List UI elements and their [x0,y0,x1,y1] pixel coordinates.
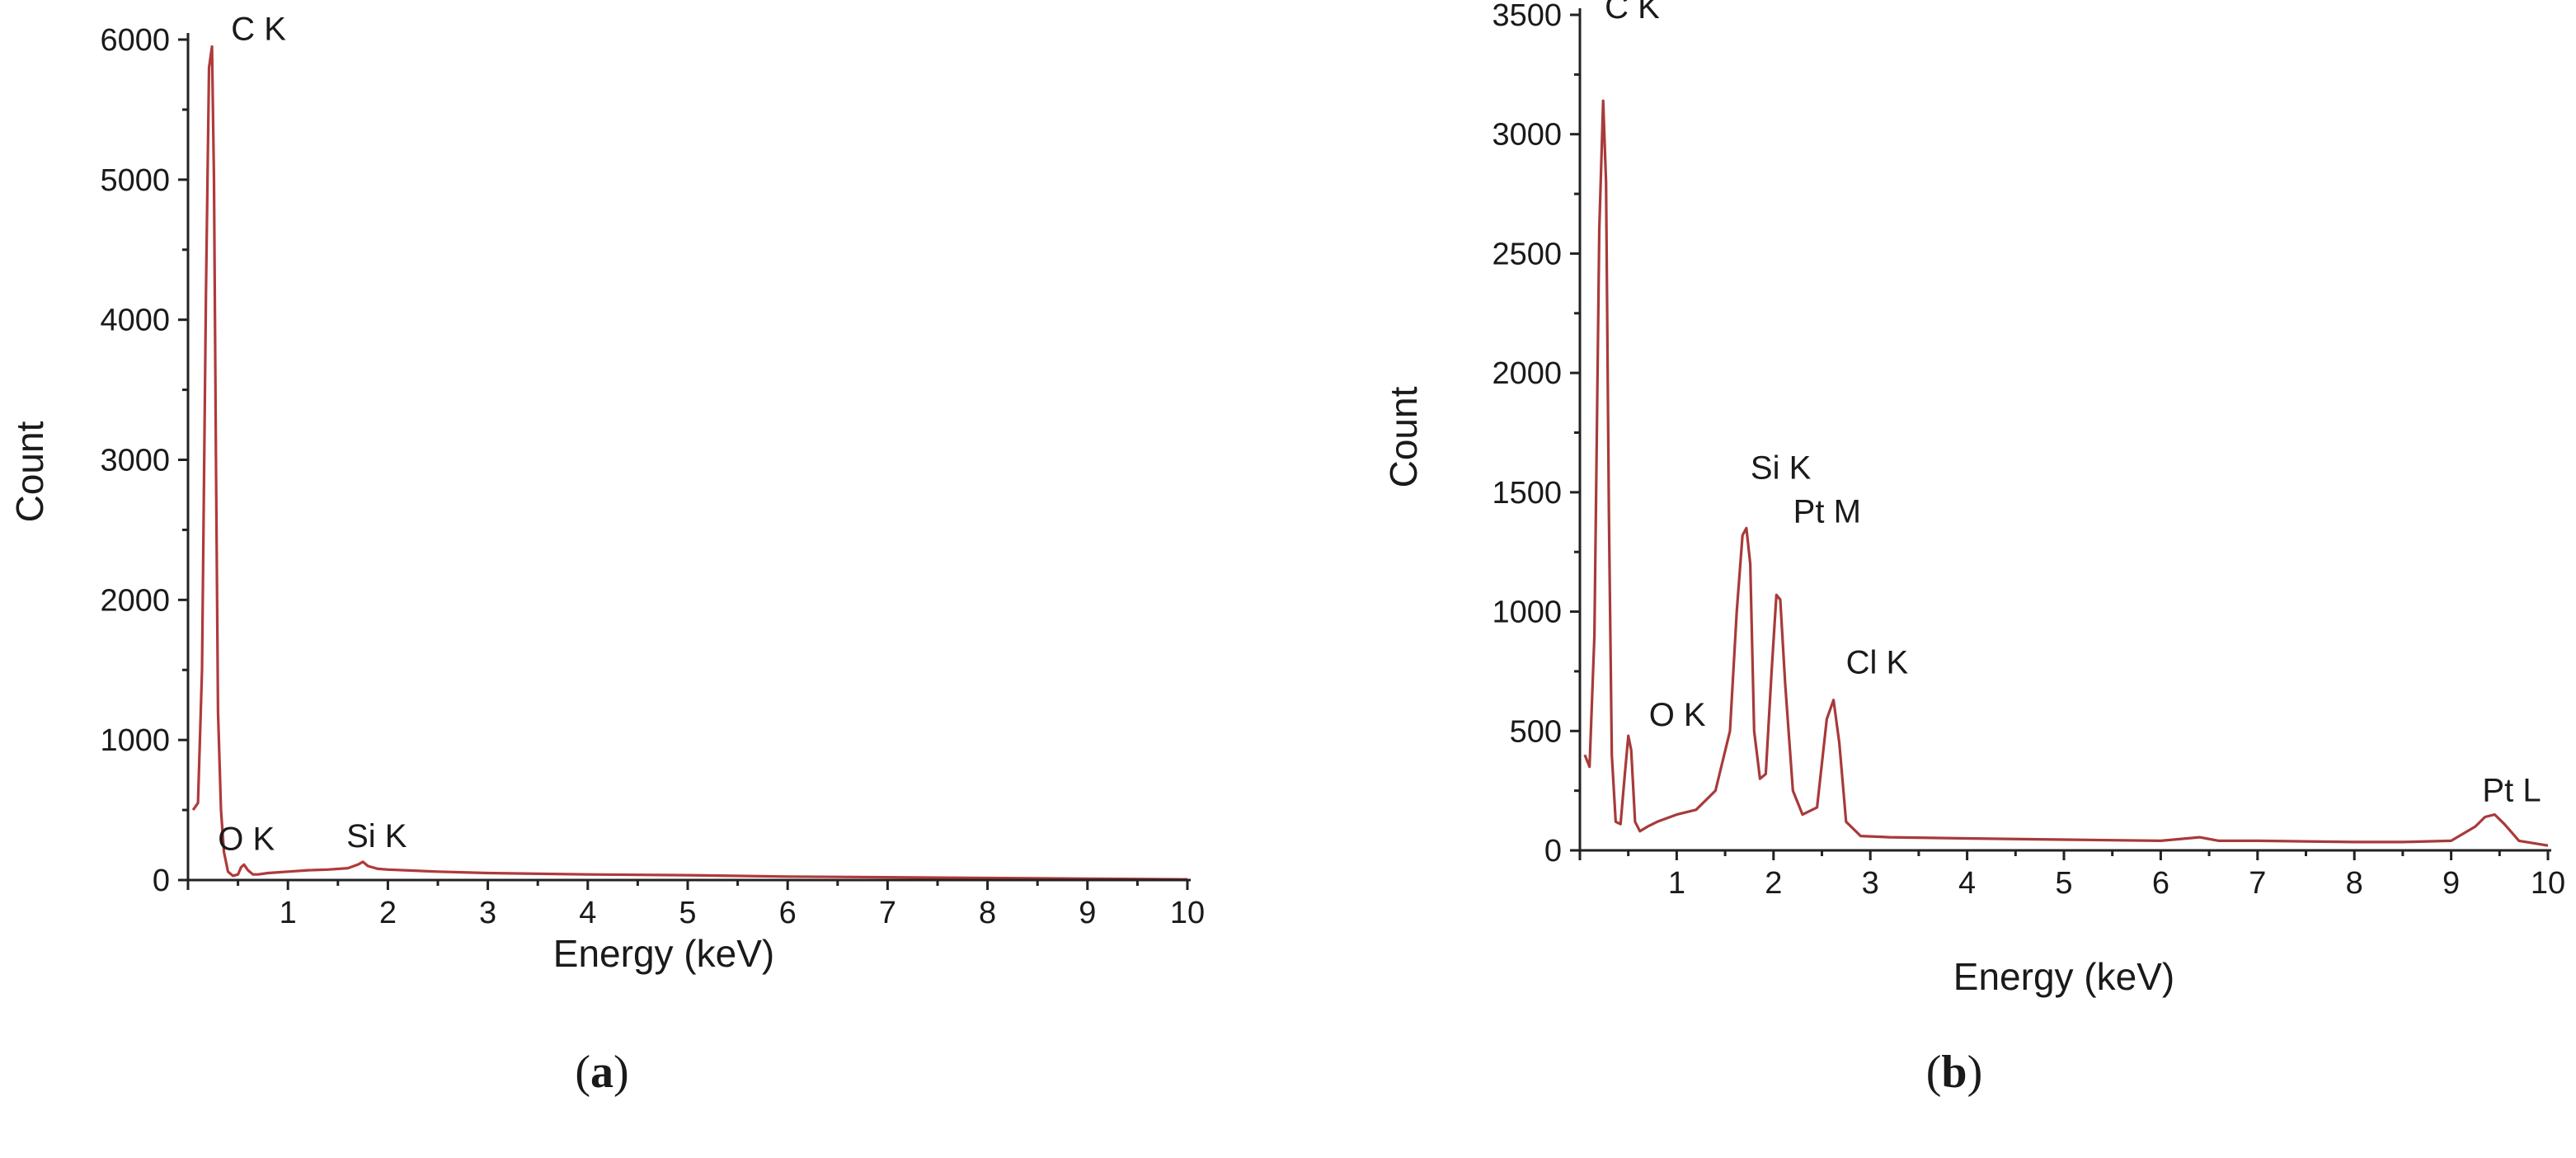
chart-a-ticks: 1 2 3 4 5 6 7 8 9 10 0 1000 2000 3000 4000 5000 6000 [100,23,1205,930]
chart-a-y-tick-label: 0 [153,864,170,898]
chart-b-x-tick-label: 7 [2249,866,2266,901]
chart-a-y-tick-label: 5000 [100,163,170,198]
chart-a-y-tick-label: 2000 [100,583,170,618]
chart-a-x-tick-label: 4 [579,896,596,930]
panel-label-a: (a) [575,1047,628,1098]
chart-a-x-tick-label: 9 [1079,896,1096,930]
chart-a-y-tick-label: 1000 [100,723,170,758]
chart-b-x-tick-label: 6 [2152,866,2169,901]
chart-a-x-tick-label: 2 [379,896,397,930]
chart-b-peak-label: C K [1605,0,1660,26]
chart-a-x-tick-label: 6 [779,896,797,930]
chart-a-spectrum-line [191,45,1188,881]
chart-a-peak-label: Si K [346,818,407,854]
chart-b-x-tick-label: 9 [2442,866,2460,901]
chart-b-y-tick-label: 2500 [1492,237,1562,271]
chart-panel-b: 1 2 3 4 5 6 7 8 9 100500100015002000250030003500 … [1382,0,2565,1098]
chart-a-x-tick-label: 8 [979,896,996,930]
chart-b-xlabel: Energy (keV) [1953,955,2174,998]
chart-b-y-tick-label: 3500 [1492,0,1562,33]
chart-a-peak-label: C K [231,11,286,47]
chart-b-y-tick-label: 500 [1510,714,1562,749]
chart-b-y-tick-label: 0 [1544,834,1562,868]
chart-b-ylabel: Count [1382,386,1425,487]
chart-a-y-tick-label: 4000 [100,304,170,338]
chart-a-y-tick-label: 3000 [100,444,170,478]
chart-a-x-tick-label: 10 [1170,896,1205,930]
chart-panel-a: 1 2 3 4 5 6 7 8 9 10 0 1000 2000 3000 4000 5000 6000 C K… [8,11,1205,1098]
chart-a-peak-label: O K [218,821,275,857]
chart-b-y-tick-label: 2000 [1492,356,1562,391]
chart-a-xlabel: Energy (keV) [553,932,774,975]
chart-a-ylabel: Count [8,421,51,522]
chart-b-peak-label: Pt M [1793,493,1861,530]
chart-a-x-tick-label: 1 [280,896,297,930]
chart-b-peak-label: Si K [1751,450,1812,486]
chart-b-x-tick-label: 4 [1958,866,1976,901]
chart-b-peak-label: Cl K [1846,645,1909,681]
panel-label-b: (b) [1926,1047,1982,1098]
chart-b-labels: C K O K Si K Pt M Cl K Pt L [1605,0,2541,809]
chart-b-spectrum-line [1583,99,2549,847]
chart-b-y-tick-label: 1500 [1492,476,1562,511]
chart-b-x-tick-label: 10 [2531,866,2565,901]
chart-b-peak-label: Pt L [2482,773,2541,809]
chart-b-peak-label: O K [1649,697,1706,733]
chart-a-x-tick-label: 5 [679,896,696,930]
chart-a-axes [186,33,1191,882]
chart-a-x-tick-label: 7 [879,896,896,930]
chart-b-x-tick-label: 5 [2055,866,2072,901]
chart-b-axes [1578,8,2551,852]
chart-b-x-tick-label: 1 [1668,866,1685,901]
chart-b-x-tick-label: 2 [1765,866,1782,901]
chart-a-x-tick-label: 3 [479,896,496,930]
chart-a-y-tick-label: 6000 [100,23,170,58]
chart-b-x-tick-label: 3 [1862,866,1879,901]
chart-b-y-tick-label: 1000 [1492,595,1562,630]
chart-b-y-tick-label: 3000 [1492,118,1562,153]
chart-b-x-tick-label: 8 [2346,866,2363,901]
chart-a-labels: C K O K Si K [218,11,407,857]
chart-b-ticks: 1 2 3 4 5 6 7 8 9 10 0 500 1000 1500 2000 2500 3000 3500 [1492,0,2565,901]
